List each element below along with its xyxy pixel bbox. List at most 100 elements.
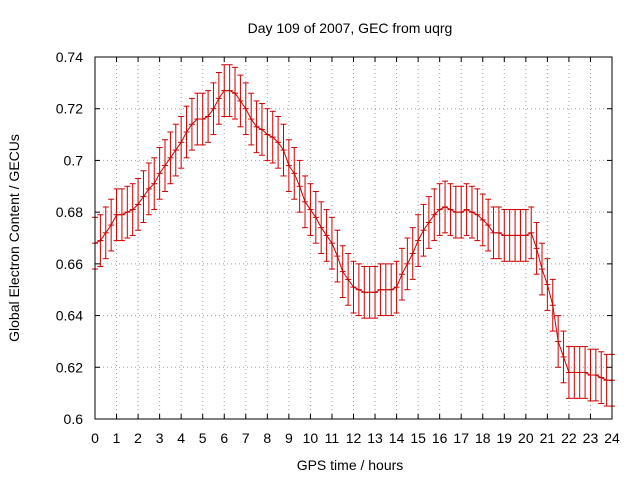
y-tick-label: 0.7 [64, 152, 84, 168]
error-bar [135, 178, 142, 231]
error-bar [409, 227, 416, 280]
x-tick-label: 7 [242, 430, 250, 446]
error-bar [226, 64, 233, 117]
x-tick-label: 15 [410, 430, 426, 446]
error-bar [323, 209, 330, 262]
error-bar [544, 258, 551, 311]
y-tick-label: 0.72 [56, 101, 83, 117]
error-bar [199, 92, 206, 146]
y-tick-label: 0.62 [56, 359, 83, 375]
error-bar [194, 92, 201, 146]
error-bar [533, 221, 540, 275]
x-tick-label: 13 [367, 430, 383, 446]
error-bar [151, 157, 158, 211]
error-bar [538, 242, 545, 296]
x-tick-label: 20 [518, 430, 534, 446]
error-bar [377, 263, 384, 317]
error-bar [598, 351, 605, 404]
error-bar [113, 188, 120, 242]
y-axis-title: Global Electron Content / GECUs [6, 134, 22, 342]
chart-title: Day 109 of 2007, GEC from uqrg [248, 20, 453, 36]
error-bar [264, 108, 271, 161]
error-bar [350, 260, 357, 314]
error-bar [404, 237, 411, 291]
error-bar [318, 201, 325, 255]
error-bar [210, 82, 217, 136]
x-tick-label: 3 [156, 430, 164, 446]
error-bar [431, 188, 438, 242]
error-bar [420, 203, 427, 257]
series-line [94, 90, 612, 381]
error-bar [425, 196, 432, 249]
error-bar [463, 183, 470, 236]
x-tick-label: 6 [220, 430, 228, 446]
error-bar [145, 162, 152, 216]
error-bar [398, 247, 405, 301]
error-bar [522, 209, 529, 262]
error-bar [167, 131, 174, 185]
error-bar [479, 193, 486, 247]
x-tick-label: 1 [113, 430, 121, 446]
x-tick-label: 16 [432, 430, 448, 446]
error-bar [124, 185, 131, 239]
x-tick-label: 23 [583, 430, 599, 446]
error-bar [512, 209, 519, 262]
error-bar [258, 103, 265, 156]
x-tick-label: 19 [497, 430, 513, 446]
x-tick-label: 4 [177, 430, 185, 446]
error-bar [565, 346, 572, 399]
x-axis-title: GPS time / hours [297, 457, 404, 473]
grid [95, 57, 612, 419]
error-bar [571, 346, 578, 399]
error-bar [253, 100, 260, 154]
error-bar [183, 105, 190, 159]
error-bar [248, 92, 255, 146]
error-bar [603, 353, 610, 407]
x-tick-label: 5 [199, 430, 207, 446]
error-bar [485, 198, 492, 252]
error-bar [549, 278, 556, 332]
error-bar [334, 229, 341, 283]
error-bar [339, 245, 346, 298]
y-tick-label: 0.64 [56, 308, 83, 324]
y-tick-label: 0.68 [56, 204, 83, 220]
error-bar [140, 170, 147, 223]
error-bar [366, 265, 373, 319]
error-bar [102, 206, 109, 260]
x-tick-label: 18 [475, 430, 491, 446]
x-tick-label: 17 [453, 430, 469, 446]
error-bar [517, 209, 524, 262]
error-bar [436, 183, 443, 236]
error-bar [242, 82, 249, 136]
error-bar [501, 209, 508, 262]
error-bar [382, 263, 389, 317]
error-bar [447, 183, 454, 236]
x-tick-label: 10 [303, 430, 319, 446]
error-bar [280, 123, 287, 177]
x-tick-label: 14 [389, 430, 405, 446]
error-bar [442, 180, 449, 234]
error-bar [328, 216, 335, 270]
error-bar [372, 265, 379, 319]
x-tick-label: 8 [263, 430, 271, 446]
error-bar [506, 209, 513, 262]
x-tick-label: 21 [540, 430, 556, 446]
error-bar [108, 198, 115, 252]
y-tick-label: 0.66 [56, 256, 83, 272]
error-bar [162, 139, 169, 192]
error-bar [172, 123, 179, 177]
error-bar [178, 115, 185, 169]
error-bar [452, 185, 459, 239]
x-tick-label: 24 [604, 430, 620, 446]
ticks: 0 1 2 3 4 5 6 7 8 9 10 11 12 13 14 15 16 17 18 19 20 21 22 23 24… [56, 49, 620, 446]
error-bar [495, 206, 502, 260]
x-tick-label: 9 [285, 430, 293, 446]
error-bar [237, 74, 244, 128]
error-bar [156, 147, 163, 200]
x-tick-label: 0 [91, 430, 99, 446]
error-bar [345, 253, 352, 306]
x-tick-label: 2 [134, 430, 142, 446]
error-bar [285, 139, 292, 192]
error-bar [393, 260, 400, 314]
